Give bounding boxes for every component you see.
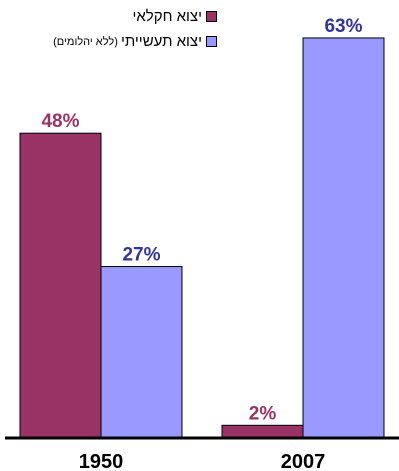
- x-tick-label-1950: 1950: [79, 451, 124, 471]
- data-label-2007-series-2: 63%: [324, 16, 362, 37]
- bar-1950-series-2: [100, 266, 183, 439]
- bar-2007-series-2: [302, 37, 385, 439]
- legend-label-agricultural: יצוא חקלאי: [132, 8, 202, 25]
- bar-2007-series-1: [221, 424, 304, 439]
- data-label-1950-series-2: 27%: [122, 245, 160, 266]
- legend-swatch-agricultural: [206, 11, 217, 22]
- bar-1950-series-1: [19, 132, 102, 439]
- x-tick-label-2007: 2007: [281, 451, 326, 471]
- legend-item-industrial: יצוא תעשייתי (ללא יהלומים): [53, 33, 217, 50]
- legend-label-industrial: יצוא תעשייתי: [120, 33, 202, 50]
- data-label-1950-series-1: 48%: [41, 111, 79, 132]
- legend-swatch-industrial: [206, 36, 217, 47]
- legend-note-industrial: (ללא יהלומים): [53, 35, 118, 48]
- data-label-2007-series-1: 2%: [249, 403, 277, 424]
- legend-item-agricultural: יצוא חקלאי: [132, 8, 217, 25]
